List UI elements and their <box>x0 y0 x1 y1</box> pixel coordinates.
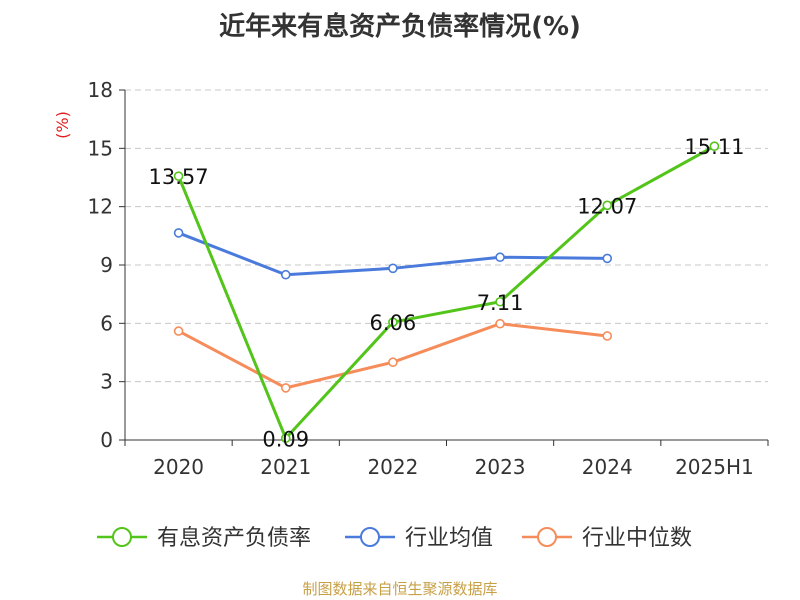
legend-label: 行业中位数 <box>582 526 692 551</box>
series-point <box>173 326 184 336</box>
series-point <box>388 317 398 327</box>
y-tick-label: 18 <box>88 78 113 102</box>
series-point <box>280 383 291 393</box>
data-label: 0.09 <box>262 427 309 451</box>
series-point <box>388 357 398 368</box>
data-label: 7.11 <box>477 291 524 315</box>
x-tick-label: 2021 <box>260 455 311 479</box>
legend-label: 行业均值 <box>405 526 493 551</box>
y-tick-label: 6 <box>100 311 113 335</box>
series-point <box>173 171 184 181</box>
series-point <box>602 331 613 341</box>
legend-label: 有息资产负债率 <box>157 526 311 551</box>
series-lines <box>173 141 720 444</box>
data-label: 15.11 <box>684 135 744 159</box>
x-tick-label: 2023 <box>475 455 526 479</box>
series-point <box>495 318 505 329</box>
chart-title: 近年来有息资产负债率情况(%) <box>219 12 581 42</box>
series-point <box>602 253 613 264</box>
series-point <box>495 296 505 307</box>
data-label: 13.57 <box>149 165 209 189</box>
grid-lines <box>125 89 768 383</box>
axes: 0 3 6 9 12 15 18 (%) 2020 2021 2022 2023 2024 2025H1 <box>53 78 769 479</box>
series-point <box>173 228 184 238</box>
series-point <box>495 252 505 263</box>
source-note: 制图数据来自恒生聚源数据库 <box>302 580 498 598</box>
legend: 有息资产负债率 行业均值 行业中位数 <box>97 526 692 551</box>
y-tick-label: 0 <box>100 428 113 452</box>
series-line <box>177 144 716 440</box>
legend-marker <box>537 527 557 547</box>
series-point <box>602 200 613 211</box>
y-tick-label: 3 <box>100 370 113 394</box>
legend-marker <box>360 527 380 547</box>
y-tick-label: 15 <box>88 136 113 160</box>
x-tick-label: 2020 <box>153 455 204 479</box>
y-tick-label: 9 <box>100 253 113 277</box>
x-tick-label: 2022 <box>367 455 418 479</box>
series-point <box>709 141 720 151</box>
data-label: 6.06 <box>370 311 417 335</box>
legend-marker <box>112 527 132 547</box>
y-axis-title: (%) <box>53 111 72 139</box>
series-point <box>280 269 291 280</box>
x-tick-label: 2024 <box>582 455 633 479</box>
series-point <box>280 433 291 444</box>
data-label: 12.07 <box>577 194 637 218</box>
data-labels: 13.57 0.09 6.06 7.11 12.07 15.11 <box>149 135 745 451</box>
y-tick-label: 12 <box>88 195 113 219</box>
x-tick-label: 2025H1 <box>675 455 754 479</box>
series-point <box>388 263 398 274</box>
